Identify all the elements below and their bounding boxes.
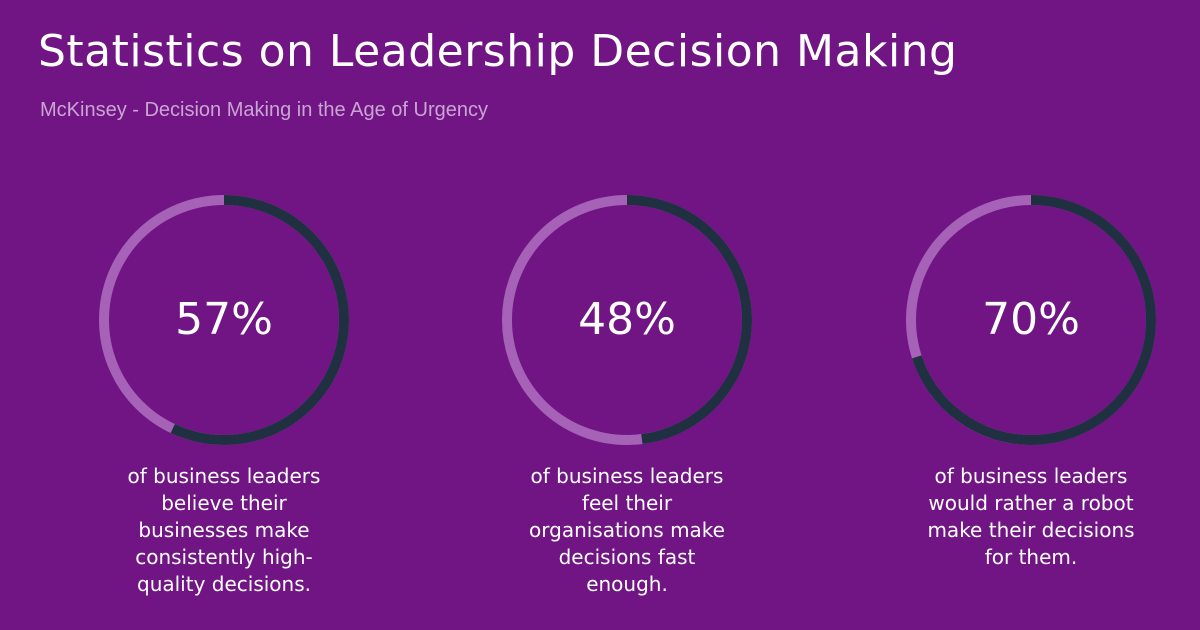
progress-ring-svg <box>99 195 349 445</box>
caption-line: decisions fast <box>558 545 696 569</box>
caption-line: consistently high- <box>135 545 313 569</box>
progress-ring <box>906 195 1156 445</box>
stat-percentage: 48% <box>578 294 676 345</box>
caption-line: quality decisions. <box>137 572 311 596</box>
page-title: Statistics on Leadership Decision Making <box>38 26 958 77</box>
progress-ring <box>99 195 349 445</box>
caption-line: would rather a robot <box>928 491 1134 515</box>
caption-line: enough. <box>586 572 668 596</box>
stat-percentage: 57% <box>175 294 273 345</box>
caption-line: make their decisions <box>927 518 1135 542</box>
page-subtitle: McKinsey - Decision Making in the Age of… <box>40 99 488 121</box>
stat-caption: of business leaders feel their organisat… <box>477 463 777 598</box>
ring-fill-48 <box>502 195 752 445</box>
progress-ring <box>502 195 752 445</box>
stat-caption: of business leaders believe their busine… <box>74 463 374 598</box>
stat-percentage: 70% <box>982 294 1080 345</box>
caption-line: of business leaders <box>530 464 724 488</box>
progress-ring-svg <box>906 195 1156 445</box>
ring-fill-57 <box>99 195 349 445</box>
caption-line: of business leaders <box>934 464 1128 488</box>
caption-line: for them. <box>984 545 1078 569</box>
ring-fill-70 <box>906 195 1156 445</box>
caption-line: businesses make <box>138 518 310 542</box>
caption-line: believe their <box>161 491 287 515</box>
caption-line: organisations make <box>529 518 725 542</box>
progress-ring-svg <box>502 195 752 445</box>
caption-line: feel their <box>581 491 673 515</box>
stat-caption: of business leaders would rather a robot… <box>881 463 1181 571</box>
caption-line: of business leaders <box>127 464 321 488</box>
